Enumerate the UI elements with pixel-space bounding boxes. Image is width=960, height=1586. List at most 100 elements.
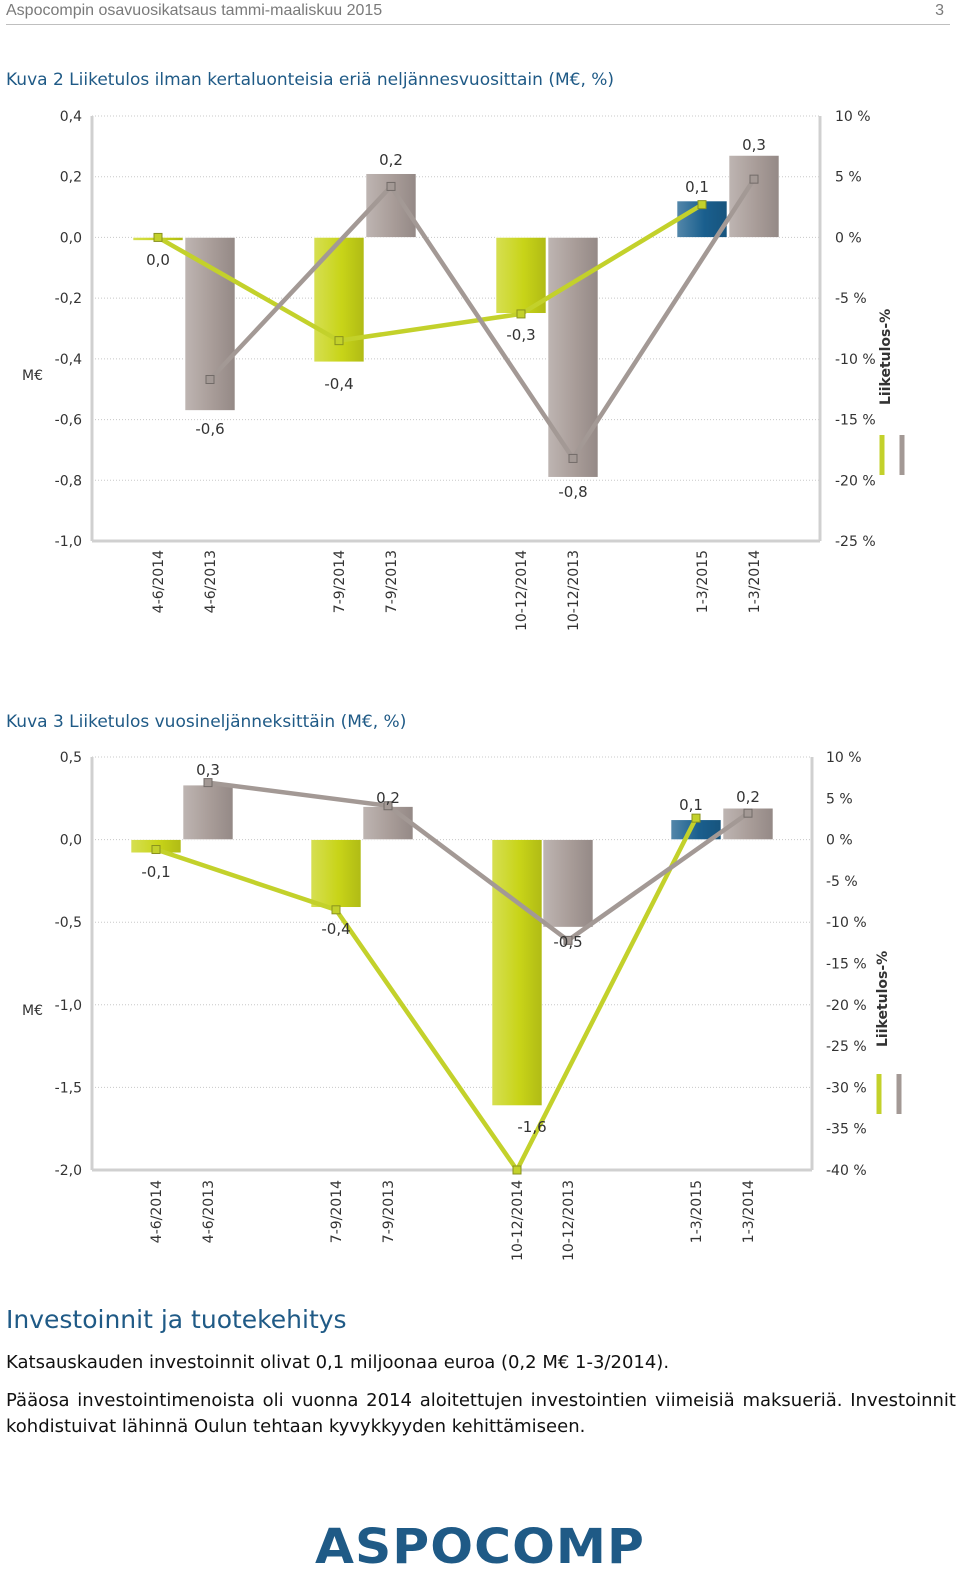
series-line-current (155, 817, 699, 1173)
category-label-1-3/2015: 1-3/2015 (689, 1180, 705, 1243)
category-label-10-12/2014: 10-12/2014 (514, 550, 530, 631)
bar-10-12/2013 (542, 839, 594, 928)
y-tick-label: -0,2 (55, 291, 82, 307)
y2-tick-label: 5 % (835, 170, 862, 186)
y-tick-label: 0,5 (60, 750, 82, 766)
marker-10-12/2013 (563, 935, 573, 945)
category-label-7-9/2014: 7-9/2014 (329, 1180, 345, 1243)
logo-wordmark: ASPOCOMP (315, 1519, 645, 1575)
category-label-1-3/2014: 1-3/2014 (741, 1180, 757, 1243)
y2-tick-label: -35 % (826, 1122, 867, 1138)
y2-tick-label: -15 % (826, 957, 867, 973)
bar-7-9/2013 (362, 806, 414, 840)
y-tick-label: 0,0 (60, 833, 82, 849)
bar-7-9/2014 (310, 839, 362, 908)
data-label-10-12/2014: -0,3 (506, 326, 535, 344)
data-label-1-3/2015: 0,1 (685, 178, 709, 196)
category-label-4-6/2013: 4-6/2013 (201, 1180, 217, 1243)
marker-4-6/2014 (153, 232, 163, 242)
bar-4-6/2013 (182, 784, 234, 840)
y2-tick-label: 10 % (826, 750, 862, 766)
marker-4-6/2013 (205, 375, 215, 384)
category-label-1-3/2015: 1-3/2015 (695, 550, 711, 613)
marker-7-9/2014 (331, 905, 341, 915)
data-label-7-9/2014: -0,4 (321, 920, 350, 938)
data-label-4-6/2013: -0,6 (195, 420, 224, 438)
figure-3-caption: Kuva 3 Liiketulos vuosineljänneksittäin … (6, 712, 407, 732)
y2-tick-label: -10 % (826, 915, 867, 931)
y-tick-label: -0,5 (55, 915, 82, 931)
data-label-7-9/2013: 0,2 (379, 151, 403, 169)
category-label-7-9/2014: 7-9/2014 (332, 550, 348, 613)
figure-2-chart: 0,4 0,2 0,0 -0,2 -0,4 -0,6 -0,8 -1,0 10 % 5 % 0 % -… (22, 109, 905, 631)
y2-tick-label: -20 % (826, 998, 867, 1014)
y2-tick-label: -5 % (835, 291, 867, 307)
y-tick-label: -1,5 (55, 1080, 82, 1096)
y2-tick-label: -25 % (835, 534, 876, 550)
section-heading: Investoinnit ja tuotekehitys (6, 1305, 347, 1334)
bar-10-12/2014 (495, 237, 547, 314)
document-title: Aspocompin osavuosikatsaus tammi-maalisk… (6, 2, 383, 19)
y2-tick-label: 0 % (826, 833, 853, 849)
y2-tick-label: -40 % (826, 1163, 867, 1179)
marker-4-6/2014 (151, 845, 161, 855)
y-tick-label: -2,0 (55, 1163, 82, 1179)
y2-axis-label: Liiketulos-% (878, 309, 894, 405)
y2-tick-label: 0 % (835, 230, 862, 246)
y2-tick-label: -25 % (826, 1039, 867, 1055)
marker-4-6/2013 (203, 778, 213, 788)
y2-tick-label: 10 % (835, 109, 871, 125)
data-label-1-3/2014: 0,2 (736, 788, 760, 806)
y-tick-label: 0,0 (60, 230, 82, 246)
figure-2-caption: Kuva 2 Liiketulos ilman kertaluonteisia … (6, 70, 615, 90)
y-tick-label: 0,2 (60, 170, 82, 186)
y2-tick-label: 5 % (826, 791, 853, 807)
marker-1-3/2014 (749, 174, 759, 184)
data-label-4-6/2013: 0,3 (196, 761, 220, 779)
marker-10-12/2013 (568, 453, 578, 463)
y2-tick-label: -20 % (835, 473, 876, 489)
data-label-4-6/2014: -0,1 (141, 863, 170, 881)
data-label-10-12/2013: -0,5 (553, 933, 582, 951)
category-label-10-12/2014: 10-12/2014 (510, 1180, 526, 1261)
bar-10-12/2014 (491, 839, 543, 1106)
series-line-previous (208, 177, 756, 461)
figure-3-chart: 0,5 0,0 -0,5 -1,0 -1,5 -2,0 10 % 5 % 0 % -5 % -10 … (22, 750, 902, 1261)
data-label-1-3/2014: 0,3 (742, 136, 766, 154)
marker-10-12/2014 (516, 309, 526, 319)
data-label-7-9/2014: -0,4 (324, 375, 353, 393)
series-line-previous (207, 780, 750, 943)
category-label-4-6/2013: 4-6/2013 (203, 550, 219, 613)
marker-7-9/2014 (334, 336, 344, 346)
y-axis-label: M€ (22, 1003, 43, 1019)
page-number: 3 (935, 2, 944, 19)
bar-1-3/2014 (728, 155, 780, 238)
data-label-10-12/2014: -1,6 (517, 1118, 546, 1136)
category-label-10-12/2013: 10-12/2013 (566, 550, 582, 631)
data-label-7-9/2013: 0,2 (376, 789, 400, 807)
category-label-4-6/2014: 4-6/2014 (151, 550, 167, 613)
data-label-1-3/2015: 0,1 (679, 796, 703, 814)
paragraph-investment-details: Pääosa investointimenoista oli vuonna 20… (6, 1390, 956, 1437)
y-tick-label: -0,6 (55, 413, 82, 429)
marker-10-12/2014 (512, 1165, 522, 1175)
data-label-10-12/2013: -0,8 (558, 483, 587, 501)
marker-1-3/2015 (697, 200, 707, 210)
y-tick-label: -1,0 (55, 534, 82, 550)
marker-7-9/2013 (386, 181, 396, 191)
category-label-1-3/2014: 1-3/2014 (747, 550, 763, 613)
data-label-4-6/2014: 0,0 (146, 251, 170, 269)
marker-1-3/2014 (743, 808, 753, 818)
aspocomp-logo: ASPOCOMP (310, 1517, 650, 1575)
category-label-10-12/2013: 10-12/2013 (561, 1180, 577, 1261)
page-header: Aspocompin osavuosikatsaus tammi-maalisk… (6, 0, 950, 25)
svg-text:ASPOCOMP: ASPOCOMP (315, 1519, 645, 1573)
bar-4-6/2013 (184, 237, 236, 411)
category-label-4-6/2014: 4-6/2014 (149, 1180, 165, 1243)
y-axis-label: M€ (22, 368, 43, 384)
y2-tick-label: -30 % (826, 1080, 867, 1096)
category-label-7-9/2013: 7-9/2013 (381, 1180, 397, 1243)
y2-tick-label: -15 % (835, 413, 876, 429)
series-line-current (156, 202, 704, 343)
y-tick-label: -0,4 (55, 352, 82, 368)
